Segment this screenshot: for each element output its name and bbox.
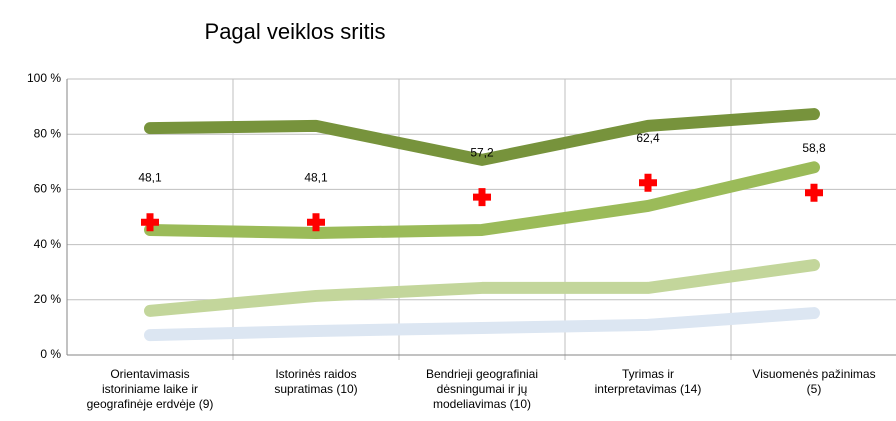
chart-title: Pagal veiklos sritis [205, 19, 386, 44]
data-label: 62,4 [636, 131, 660, 145]
x-tick-label: Istorinės raidos supratimas (10) [274, 367, 358, 396]
series-line [144, 259, 820, 317]
y-tick-label: 0 % [40, 347, 61, 361]
cross-marker [473, 188, 491, 207]
x-tick-label: Bendrieji geografiniai dėsningumai ir jų… [425, 367, 539, 411]
y-tick-label: 100 % [27, 71, 61, 85]
cross-marker [141, 213, 159, 232]
x-tick-label: Visuomenės pažinimas (5) [752, 367, 876, 396]
x-tick-label: Tyrimas ir interpretavimas (14) [594, 367, 702, 396]
y-tick-label: 40 % [34, 237, 62, 251]
y-tick-label: 80 % [34, 126, 62, 140]
series-line [144, 108, 820, 166]
x-tick-label: Orientavimasis istoriniame laike ir geog… [86, 367, 214, 411]
cross-marker [639, 173, 657, 192]
cross-marker [307, 213, 325, 232]
series-line [144, 161, 820, 240]
data-label: 48,1 [138, 170, 162, 184]
y-tick-label: 60 % [34, 182, 62, 196]
y-tick-label: 20 % [34, 292, 62, 306]
data-label: 57,2 [470, 145, 494, 159]
data-label: 48,1 [304, 170, 328, 184]
series-line [144, 307, 820, 342]
data-label: 58,8 [802, 141, 826, 155]
cross-marker [805, 183, 823, 202]
